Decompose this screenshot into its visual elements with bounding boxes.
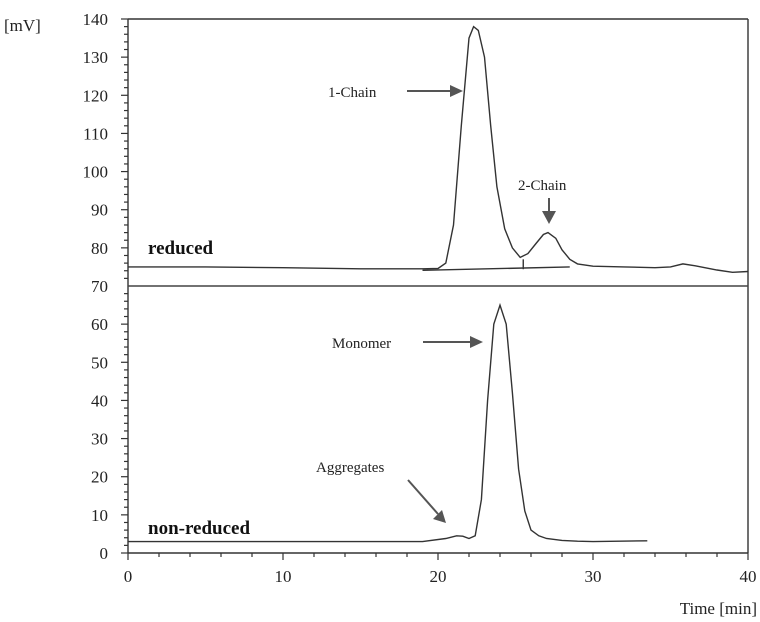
- y-tick-label-bottom: 10: [91, 506, 108, 525]
- y-tick-label-top: 130: [83, 48, 109, 67]
- y-tick-label-bottom: 40: [91, 391, 108, 410]
- y-tick-label-top: 120: [83, 86, 109, 105]
- y-tick-label-top: 80: [91, 239, 108, 258]
- annotation-aggregates: Aggregates: [316, 460, 384, 476]
- reduced-label: reduced: [148, 238, 214, 259]
- arrowhead-aggregates: [433, 510, 446, 523]
- y-tick-label-top: 100: [83, 163, 109, 182]
- annotation-2-chain: 2-Chain: [518, 178, 567, 194]
- non-reduced-panel: non-reduced Monomer Aggregates: [128, 211, 648, 543]
- y-tick-label-bottom: 20: [91, 468, 108, 487]
- x-tick-label: 10: [275, 567, 292, 586]
- x-axis-label: Time [min]: [680, 599, 757, 618]
- x-tick-label: 20: [430, 567, 447, 586]
- reduced-trace: [128, 25, 749, 274]
- annotation-monomer: Monomer: [332, 336, 391, 352]
- non-reduced-label: non-reduced: [148, 518, 250, 539]
- arrow-aggregates: [407, 479, 439, 515]
- reduced-panel: reduced 1-Chain 2-Chain: [128, 25, 749, 274]
- y-tick-label-bottom: 50: [91, 353, 108, 372]
- arrowhead-1-chain: [450, 85, 463, 97]
- y-tick-label-top: 140: [83, 10, 109, 29]
- y-tick-label-top: 90: [91, 201, 108, 220]
- y-tick-label-top: 110: [83, 124, 108, 143]
- x-tick-label: 0: [124, 567, 133, 586]
- y-tick-label-bottom: 60: [91, 315, 108, 334]
- arrowhead-2-chain: [542, 211, 556, 224]
- y-tick-label-bottom: 0: [100, 544, 109, 563]
- integration-baseline: [422, 266, 570, 272]
- annotation-1-chain: 1-Chain: [328, 85, 377, 101]
- y-axis-label: [mV]: [4, 16, 41, 35]
- arrowhead-monomer: [470, 336, 483, 348]
- non-reduced-trace: [128, 302, 648, 543]
- y-tick-label-bottom: 30: [91, 430, 108, 449]
- x-tick-label: 40: [740, 567, 757, 586]
- y-tick-label-top: 70: [91, 277, 108, 296]
- x-tick-label: 30: [585, 567, 602, 586]
